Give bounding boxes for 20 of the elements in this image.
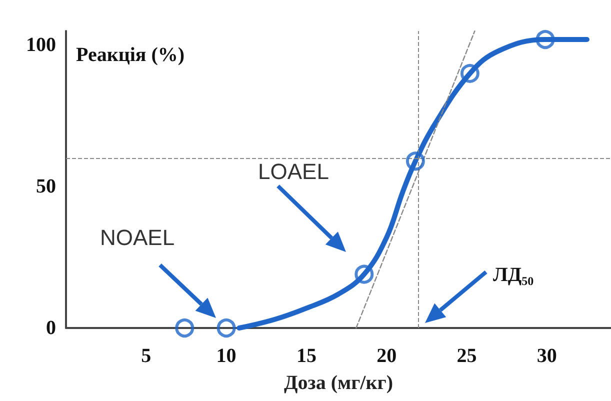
x-tick-label: 25 xyxy=(456,345,477,367)
x-axis-title: Доза (мг/кг) xyxy=(284,372,393,394)
annotation: LOAEL xyxy=(258,159,329,185)
point xyxy=(460,64,480,83)
x-tick-label: 15 xyxy=(296,345,316,367)
x-tick-label: 10 xyxy=(216,345,236,367)
annotation: ЛД₅₀ xyxy=(493,264,534,287)
x-tick-label: 5 xyxy=(141,345,152,367)
point xyxy=(216,318,236,338)
y-axis-title: Реакція (%) xyxy=(76,44,185,66)
point xyxy=(536,30,555,49)
point xyxy=(175,318,194,338)
x-tick-label: 20 xyxy=(376,345,397,367)
x-tick-label: 30 xyxy=(536,345,557,367)
annotation: NOAEL xyxy=(100,225,175,251)
point xyxy=(354,264,374,284)
y-tick-label: 100 xyxy=(26,34,56,56)
y-tick-label: 50 xyxy=(36,176,56,198)
point xyxy=(406,152,425,171)
y-tick-label: 0 xyxy=(46,317,56,339)
